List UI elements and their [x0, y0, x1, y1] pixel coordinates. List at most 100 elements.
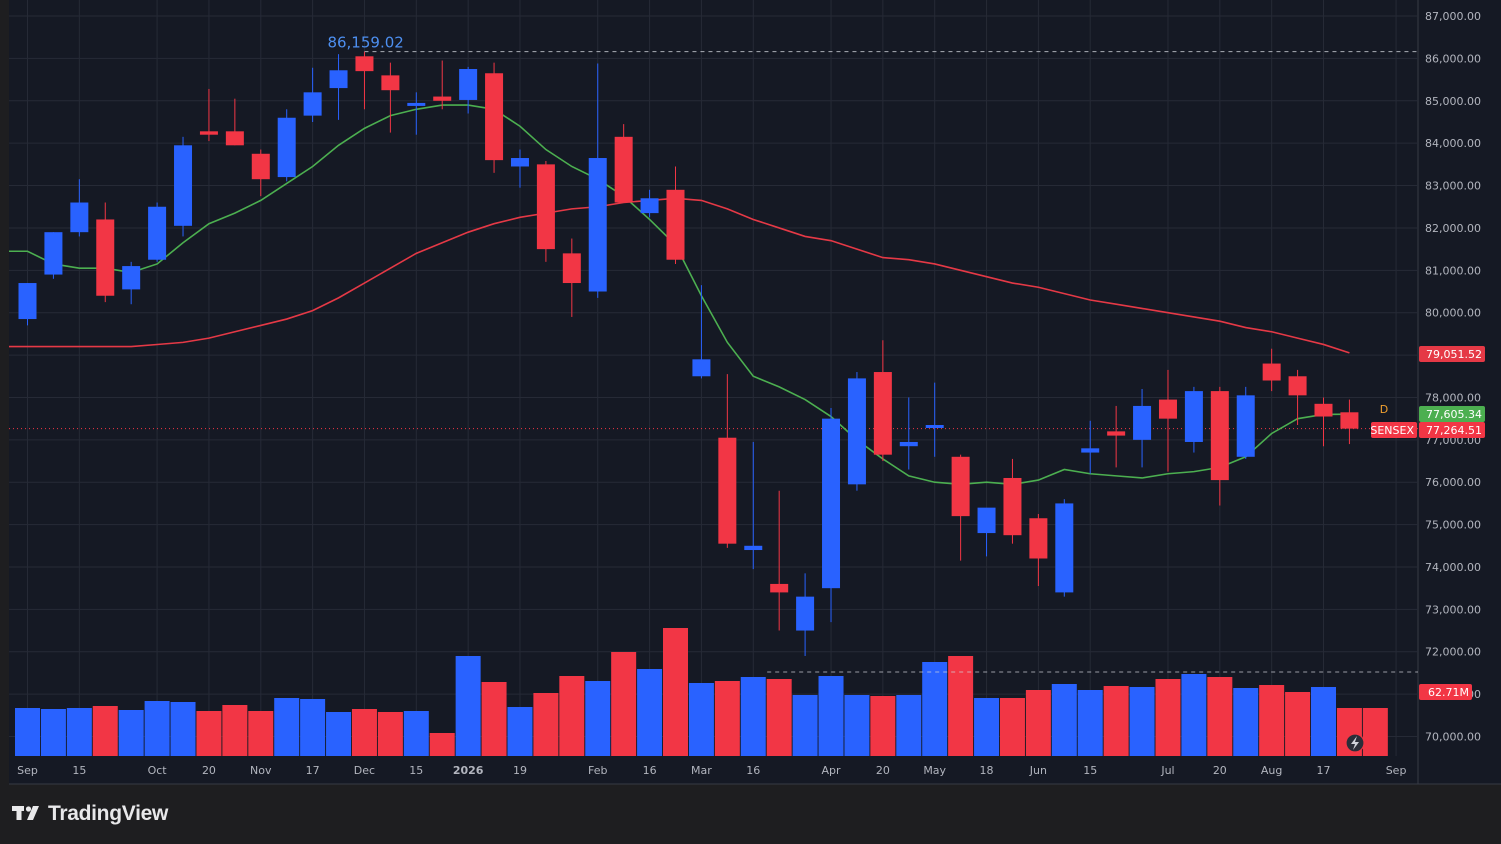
symbol-badge: SENSEX — [1370, 422, 1417, 438]
volume-bar — [922, 662, 948, 756]
volume-bar — [248, 711, 274, 756]
candle-body — [951, 456, 970, 517]
volume-bar — [351, 709, 377, 756]
candle — [122, 261, 141, 305]
volume-bar — [1051, 684, 1077, 756]
all-time-high-label: 86,159.02 — [327, 34, 403, 52]
time-axis-label: Jul — [1160, 764, 1174, 777]
volume-bar — [326, 712, 352, 756]
volume-bar — [1129, 687, 1155, 756]
candle-body — [1314, 403, 1333, 417]
lightning-icon-bolt — [1351, 736, 1359, 750]
time-axis-label: 19 — [513, 764, 527, 777]
candle-body — [1262, 363, 1281, 381]
candles — [18, 51, 1359, 656]
price-tick-label: 87,000.00 — [1425, 10, 1481, 23]
candle — [1184, 386, 1203, 453]
candle-body — [1133, 405, 1152, 440]
candle — [1210, 386, 1229, 506]
volume-bar — [377, 712, 403, 756]
candle-body — [1055, 503, 1074, 593]
volume-bar — [15, 708, 40, 756]
time-axis-label: 17 — [306, 764, 320, 777]
candle — [44, 232, 63, 279]
candle-body — [1158, 399, 1177, 419]
candle-body — [640, 198, 659, 214]
volume-bar — [274, 698, 300, 756]
lightning-icon[interactable] — [1345, 733, 1365, 753]
candle-body — [277, 117, 296, 178]
time-axis-label: Mar — [691, 764, 712, 777]
candle — [277, 109, 296, 182]
candle — [640, 189, 659, 218]
volume-bar — [1362, 708, 1388, 756]
time-axis-label: 15 — [72, 764, 86, 777]
volume-bar — [403, 711, 429, 756]
time-axis-label: Sep — [17, 764, 38, 777]
candle — [1340, 399, 1359, 445]
candle — [1029, 514, 1048, 587]
candle-body — [925, 425, 944, 429]
time-axis-label: 16 — [746, 764, 760, 777]
candle-body — [407, 102, 426, 106]
price-tick-label: 72,000.00 — [1425, 646, 1481, 659]
candle-body — [796, 596, 815, 631]
volume-bar — [896, 695, 922, 756]
candle-body — [251, 153, 270, 180]
volume-bar — [1025, 690, 1051, 756]
ma-slow-price-badge-text: 79,051.52 — [1426, 348, 1482, 361]
candle-body — [44, 232, 63, 275]
time-axis-label: Aug — [1261, 764, 1282, 777]
volume-bar — [1155, 679, 1181, 756]
candle — [355, 51, 374, 110]
price-tick-label: 84,000.00 — [1425, 137, 1481, 150]
volume-bar — [974, 698, 1000, 756]
volume-bar — [455, 656, 481, 756]
candle-body — [96, 219, 115, 296]
volume-bar — [1103, 686, 1129, 756]
tradingview-branding[interactable]: TradingView — [12, 799, 168, 829]
plot-background — [9, 0, 1418, 756]
interval-marker: D — [1380, 403, 1388, 416]
candle — [407, 92, 426, 135]
volume-bar — [1233, 688, 1259, 756]
candle — [718, 374, 737, 548]
candle — [225, 98, 244, 146]
volume-badge-text: 62.71M — [1428, 686, 1469, 699]
candle-body — [381, 75, 400, 91]
time-axis-label: 20 — [1213, 764, 1227, 777]
candle-body — [18, 283, 37, 320]
candle-body — [303, 92, 322, 116]
ma-fast-price-badge: 77,605.34 — [1419, 406, 1485, 422]
volume-bar — [714, 681, 740, 756]
time-axis-label: 18 — [980, 764, 994, 777]
price-tick-label: 75,000.00 — [1425, 519, 1481, 532]
candle — [329, 54, 348, 120]
volume-bar — [688, 683, 714, 756]
time-axis-label: 15 — [1083, 764, 1097, 777]
candle — [744, 441, 763, 570]
candle-body — [510, 158, 529, 167]
time-axis-label: Feb — [588, 764, 607, 777]
volume-bars — [15, 628, 1388, 756]
volume-bar — [66, 708, 92, 756]
candle-body — [873, 372, 892, 455]
candle — [199, 88, 218, 142]
volume-bar — [637, 669, 663, 756]
candle — [1081, 420, 1100, 474]
candle — [96, 202, 115, 303]
candle-body — [822, 418, 841, 589]
price-tick-label: 78,000.00 — [1425, 391, 1481, 404]
candle-body — [744, 545, 763, 551]
volume-bar — [92, 706, 118, 756]
time-axis-label: 17 — [1317, 764, 1331, 777]
ma-fast-price-badge-bg — [1419, 406, 1485, 422]
symbol-badge-text: SENSEX — [1370, 424, 1414, 437]
candle-body — [1029, 518, 1048, 559]
volume-badge: 62.71M — [1419, 684, 1472, 700]
candle — [692, 285, 711, 379]
candle — [614, 124, 633, 203]
volume-bar — [999, 698, 1025, 756]
